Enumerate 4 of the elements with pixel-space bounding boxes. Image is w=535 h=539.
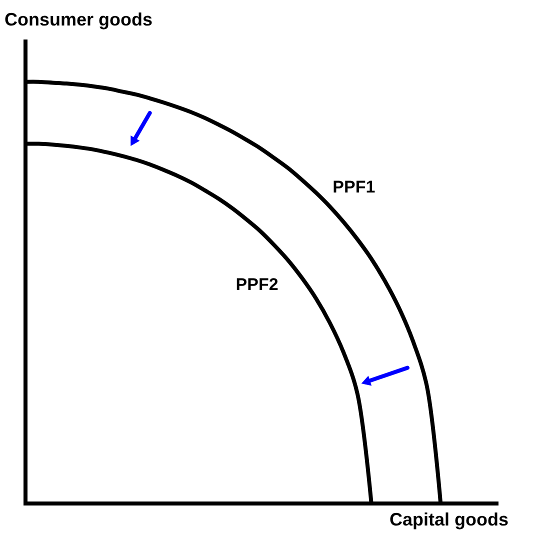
series-label: PPF2 <box>236 275 278 294</box>
y-axis-title: Consumer goods <box>4 10 153 30</box>
x-axis-title: Capital goods <box>390 510 509 530</box>
series-label: PPF1 <box>332 178 376 197</box>
